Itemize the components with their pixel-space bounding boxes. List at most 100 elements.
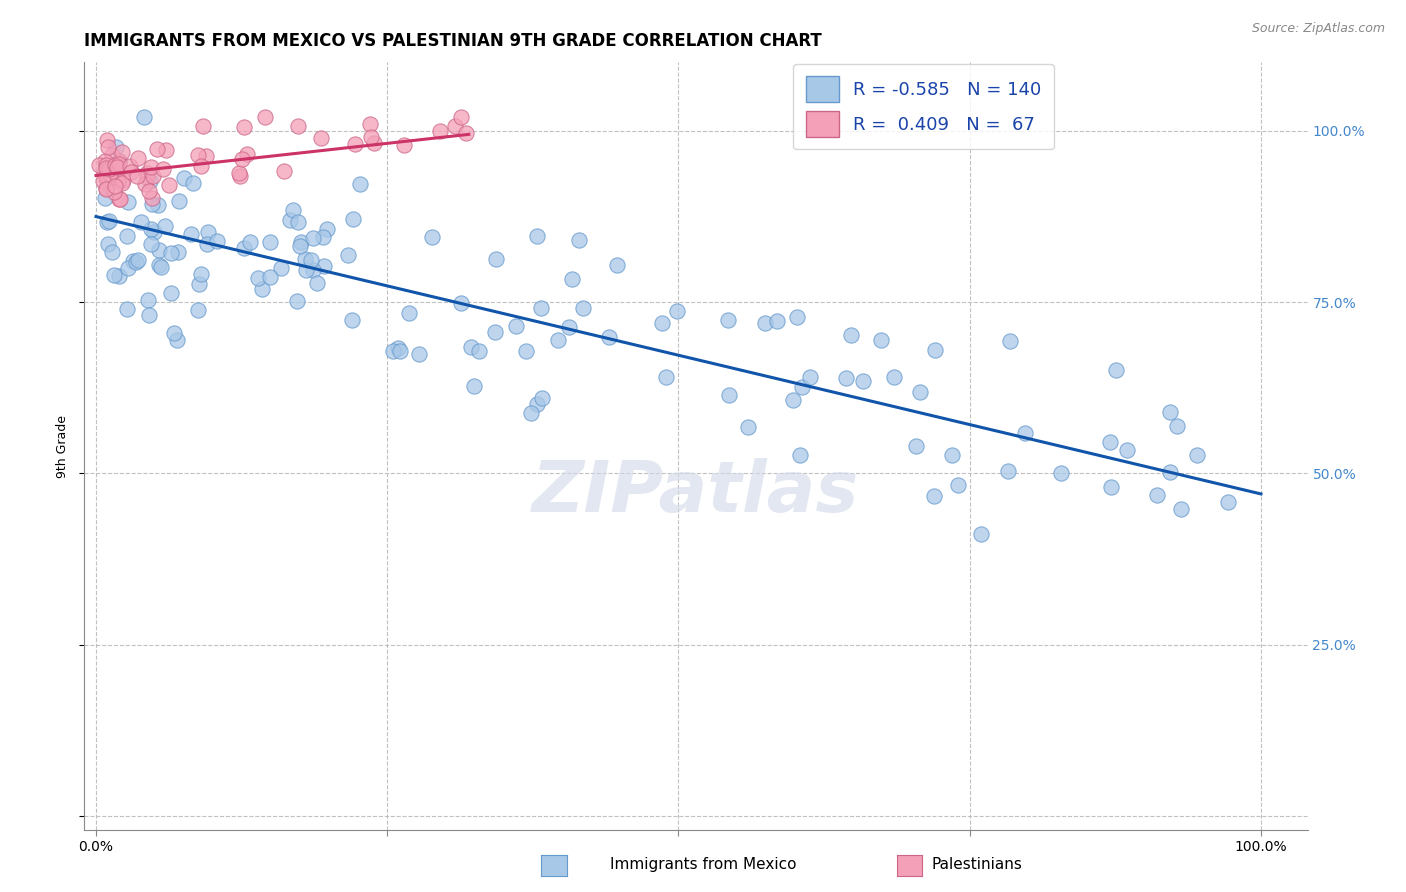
Point [157, 178, 180, 193]
Point [118, 159, 141, 173]
Point [654, 370, 676, 384]
Point [571, 301, 593, 315]
Point [259, 269, 281, 284]
Point [450, 110, 472, 124]
Point [190, 160, 212, 174]
Point [103, 186, 125, 200]
Point [205, 234, 228, 248]
Point [104, 140, 127, 154]
Point [141, 196, 163, 211]
Point [98, 167, 121, 181]
Point [717, 388, 740, 402]
Point [96, 215, 118, 229]
Point [463, 378, 485, 392]
Point [129, 215, 152, 229]
Point [782, 392, 804, 407]
Point [98, 214, 121, 228]
Point [143, 225, 166, 239]
Point [96, 133, 118, 147]
Point [132, 110, 155, 124]
Point [107, 174, 129, 188]
Point [94, 191, 117, 205]
Point [247, 270, 270, 285]
Text: Palestinians: Palestinians [932, 857, 1022, 872]
Point [468, 344, 491, 359]
Point [159, 245, 181, 260]
Point [101, 244, 124, 259]
Point [342, 211, 364, 226]
Point [229, 169, 252, 183]
Point [651, 316, 673, 330]
Point [139, 174, 162, 188]
Point [460, 340, 482, 354]
Point [454, 126, 477, 140]
Point [167, 244, 190, 259]
Point [1159, 465, 1181, 479]
Point [786, 310, 808, 325]
Point [1105, 363, 1128, 377]
Point [558, 320, 581, 334]
Point [136, 169, 159, 184]
Point [239, 235, 262, 250]
Point [444, 119, 467, 133]
Y-axis label: 9th Grade: 9th Grade [56, 415, 69, 477]
Point [108, 192, 131, 206]
Point [138, 308, 160, 322]
Point [104, 159, 127, 173]
Point [231, 153, 253, 167]
Point [108, 153, 131, 168]
Point [173, 170, 195, 185]
Point [312, 260, 335, 274]
Point [349, 177, 371, 191]
Point [754, 316, 776, 330]
Point [285, 294, 308, 309]
Point [997, 464, 1019, 478]
Point [389, 343, 412, 358]
Point [111, 177, 134, 191]
Point [91, 173, 114, 187]
Text: IMMIGRANTS FROM MEXICO VS PALESTINIAN 9TH GRADE CORRELATION CHART: IMMIGRANTS FROM MEXICO VS PALESTINIAN 9T… [84, 32, 823, 50]
Point [112, 173, 135, 187]
Point [236, 146, 259, 161]
Point [117, 194, 139, 209]
Point [159, 286, 181, 301]
Point [526, 229, 548, 244]
Point [134, 177, 156, 191]
Point [450, 296, 472, 310]
Point [94, 181, 117, 195]
Point [97, 237, 120, 252]
Point [924, 343, 946, 357]
Point [163, 326, 186, 340]
Point [666, 303, 689, 318]
Point [94, 182, 117, 196]
Point [287, 215, 309, 229]
Point [228, 166, 250, 180]
Point [1146, 487, 1168, 501]
Point [273, 164, 295, 178]
Point [789, 448, 811, 462]
Point [89, 158, 111, 172]
Point [94, 153, 117, 168]
Point [1116, 442, 1139, 457]
Point [152, 162, 174, 177]
Point [142, 169, 165, 184]
Point [93, 166, 115, 180]
Point [278, 213, 301, 227]
Point [283, 202, 305, 217]
Point [125, 254, 148, 268]
Point [1159, 405, 1181, 419]
Point [505, 318, 527, 333]
Point [1218, 495, 1240, 509]
Point [1187, 448, 1209, 462]
Point [233, 120, 256, 135]
Point [127, 169, 149, 184]
Point [146, 198, 169, 212]
Point [180, 227, 202, 241]
Text: Source: ZipAtlas.com: Source: ZipAtlas.com [1251, 22, 1385, 36]
Point [301, 231, 323, 245]
Point [530, 301, 553, 316]
Point [392, 138, 415, 153]
Point [98, 169, 121, 183]
Point [108, 153, 131, 168]
Point [408, 347, 430, 361]
